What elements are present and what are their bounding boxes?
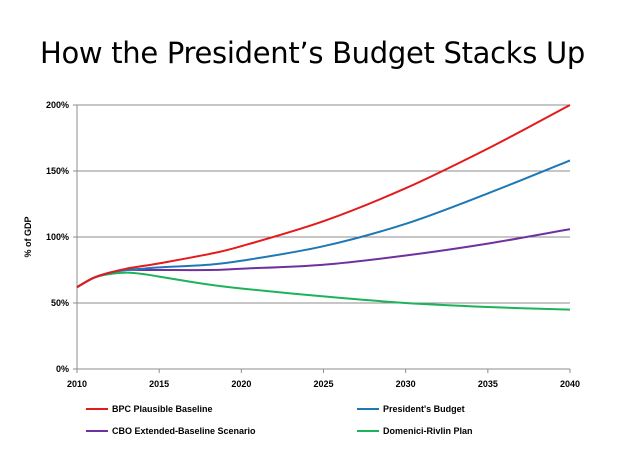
y-tick-label: 150% <box>46 166 69 176</box>
legend-swatch-icon <box>357 430 379 432</box>
legend-item-presidents-budget: President's Budget <box>357 404 465 414</box>
x-tick-label: 2035 <box>478 379 498 389</box>
legend-swatch-icon <box>86 430 108 432</box>
legend-item-domenici-rivlin-plan: Domenici-Rivlin Plan <box>357 426 473 436</box>
legend-label: Domenici-Rivlin Plan <box>383 426 473 436</box>
x-tick-label: 2025 <box>313 379 333 389</box>
legend-swatch-icon <box>86 408 108 410</box>
y-tick-label: 50% <box>51 298 69 308</box>
series-line-domenici-rivlin-plan <box>76 271 571 311</box>
y-tick-label: 0% <box>56 364 69 374</box>
x-tick-label: 2040 <box>560 379 580 389</box>
series-line-bpc-plausible-baseline <box>76 104 571 289</box>
x-tick-label: 2020 <box>231 379 251 389</box>
y-axis-label: % of GDP <box>23 216 33 257</box>
x-tick-label: 2010 <box>67 379 87 389</box>
chart-title: How the President’s Budget Stacks Up <box>39 36 586 70</box>
series-line-president-s-budget <box>76 159 571 289</box>
y-tick-label: 100% <box>46 232 69 242</box>
y-tick-label: 200% <box>46 100 69 110</box>
legend-label: President's Budget <box>383 404 465 414</box>
legend-item-bpc-plausible-baseline: BPC Plausible Baseline <box>86 404 213 414</box>
legend-item-cbo-extended-baseline: CBO Extended-Baseline Scenario <box>86 426 256 436</box>
legend-label: BPC Plausible Baseline <box>112 404 213 414</box>
series-line-cbo-extended-baseline-scenario <box>76 228 571 289</box>
x-tick-label: 2015 <box>149 379 169 389</box>
legend-label: CBO Extended-Baseline Scenario <box>112 426 256 436</box>
legend-swatch-icon <box>357 408 379 410</box>
x-tick-label: 2030 <box>396 379 416 389</box>
